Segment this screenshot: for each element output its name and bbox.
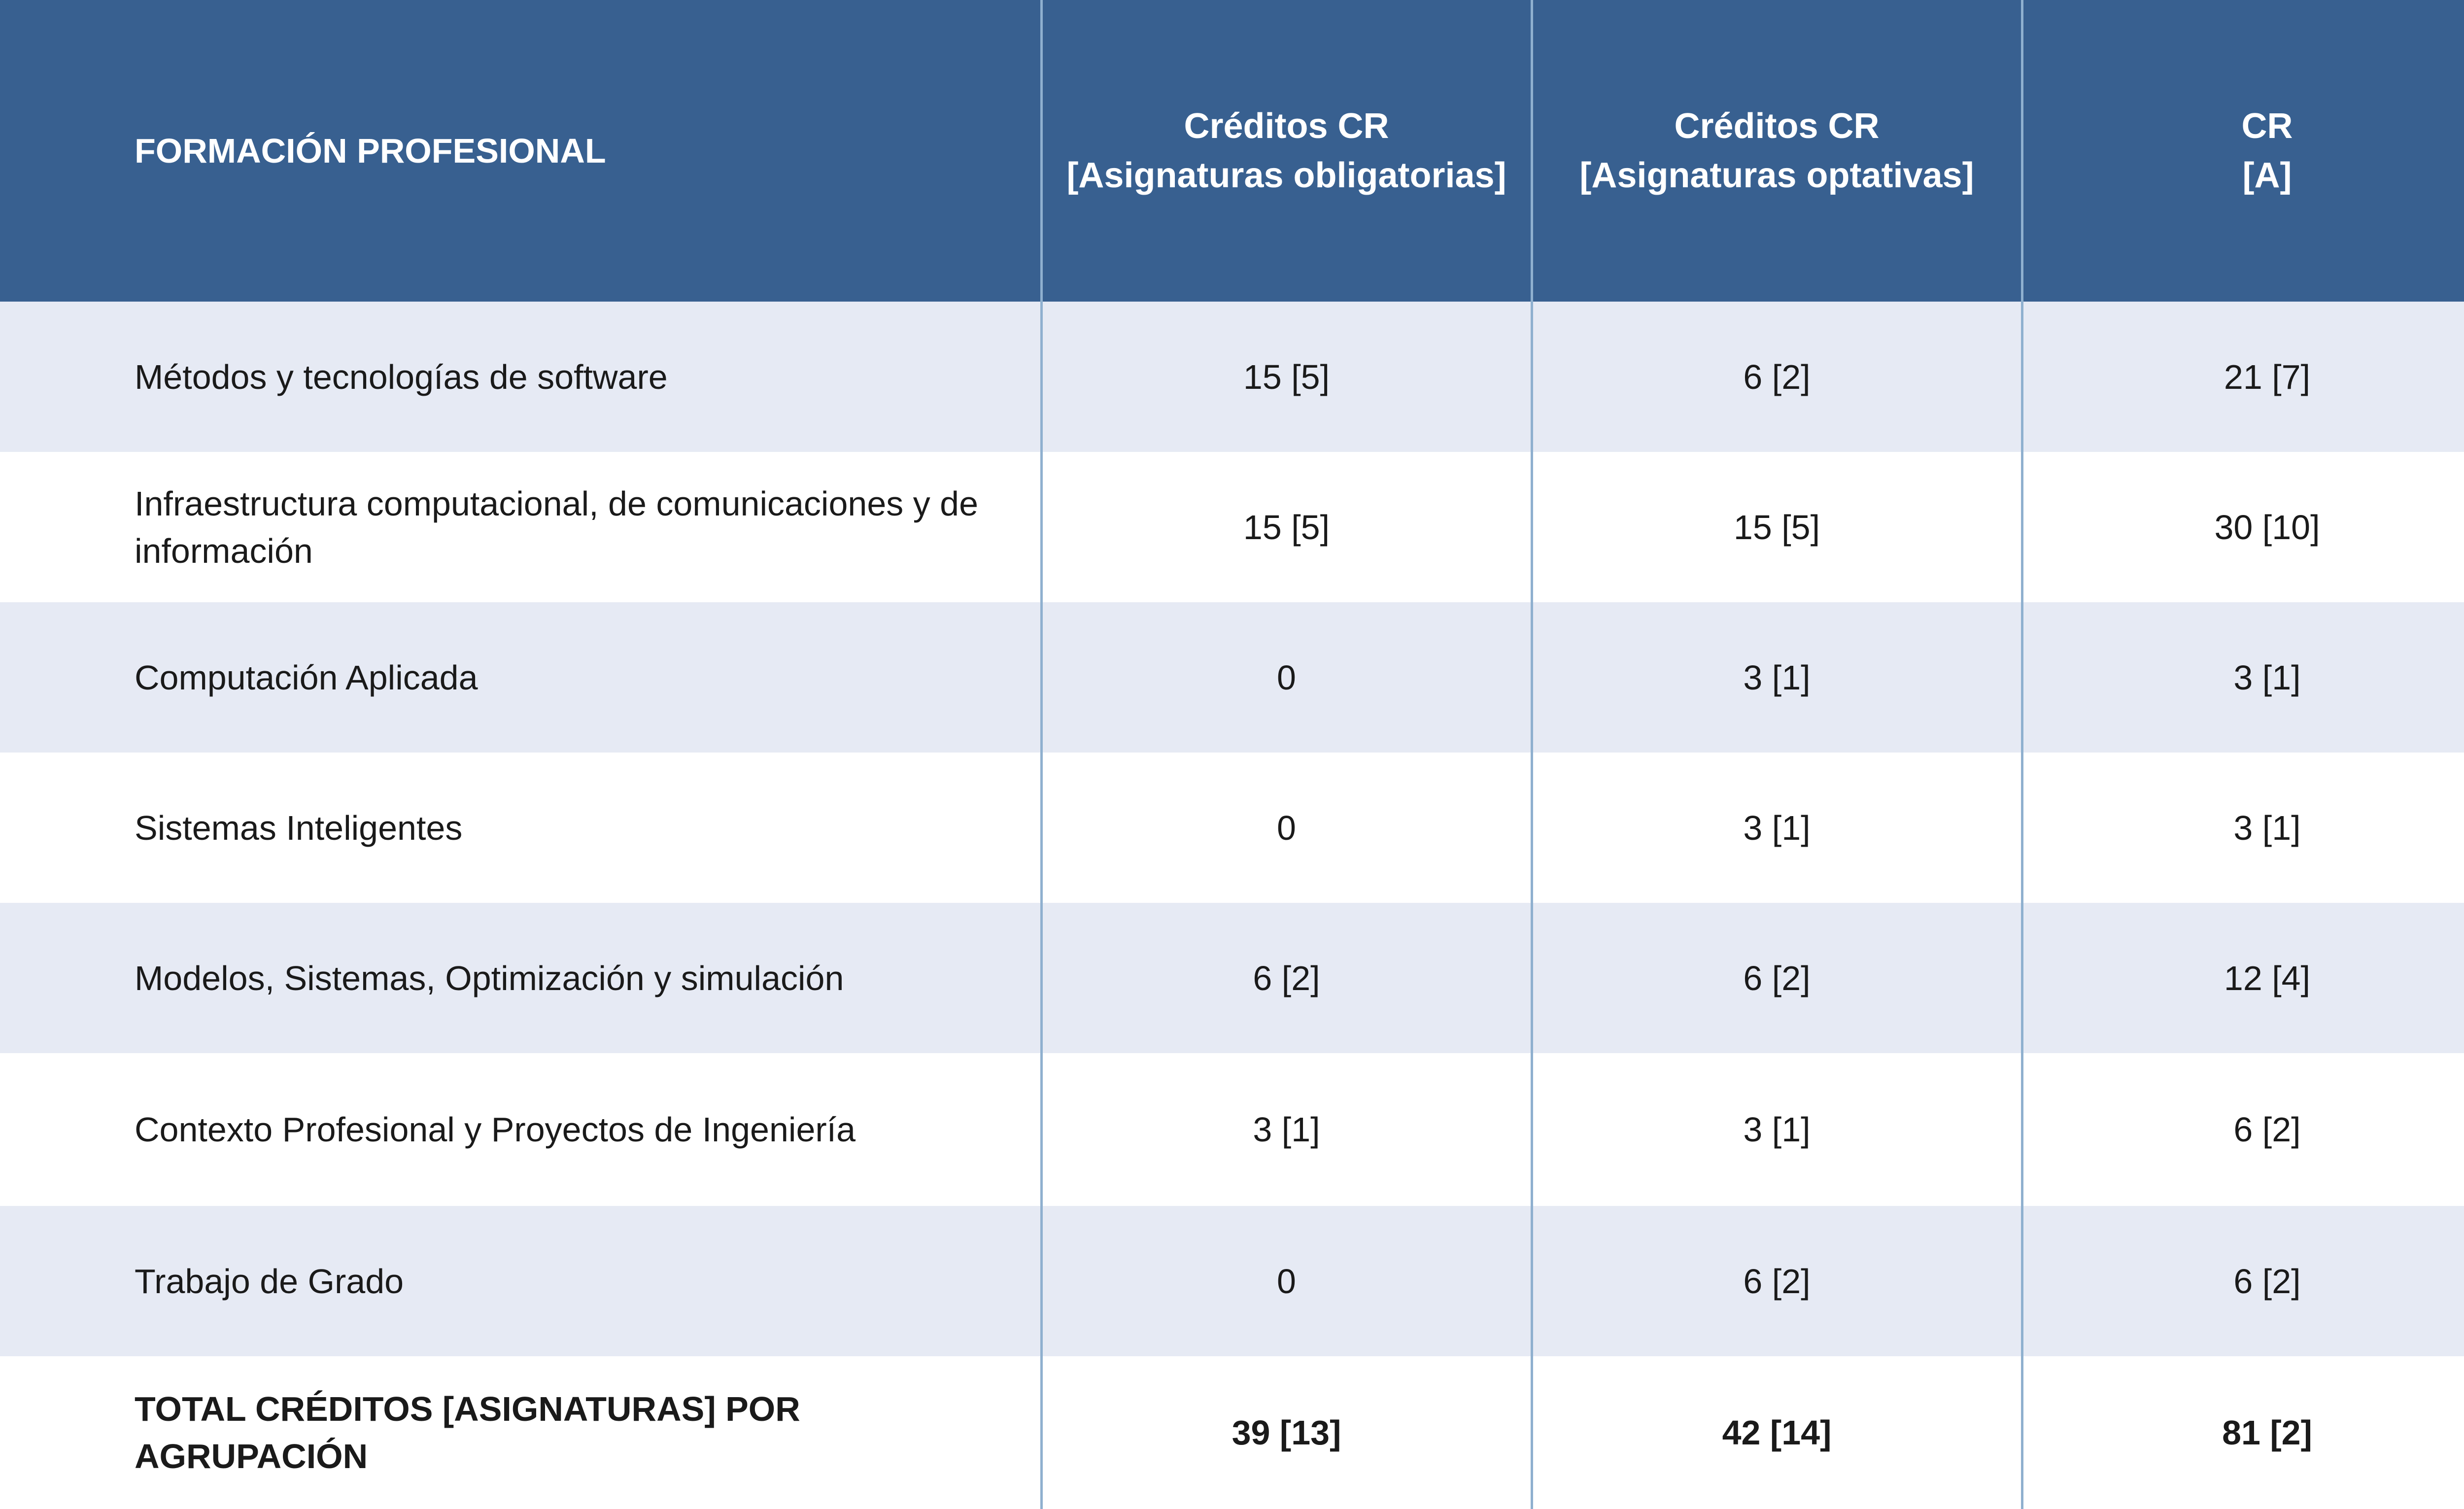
row-optional: 6 [2] — [1743, 357, 1811, 396]
row-optional: 3 [1] — [1743, 658, 1811, 697]
table-row: Métodos y tecnologías de software 15 [5]… — [0, 302, 2464, 452]
table-header-row: FORMACIÓN PROFESIONAL Créditos CR [Asign… — [0, 0, 2464, 302]
row-label: Computación Aplicada — [135, 658, 478, 697]
table-row: Sistemas Inteligentes 0 3 [1] 3 [1] — [0, 753, 2464, 903]
header-mandatory-credits: Créditos CR [Asignaturas obligatorias] — [1041, 0, 1532, 302]
header-category: FORMACIÓN PROFESIONAL — [0, 0, 1041, 302]
header-total-credits: CR [A] — [2022, 0, 2464, 302]
header-mandatory-line1: Créditos CR — [1184, 106, 1389, 146]
totals-optional: 42 [14] — [1722, 1413, 1832, 1452]
header-total-line2: [A] — [2242, 156, 2292, 195]
row-total: 6 [2] — [2233, 1110, 2301, 1149]
table-row: Trabajo de Grado 0 6 [2] 6 [2] — [0, 1206, 2464, 1356]
totals-row: TOTAL CRÉDITOS [ASIGNATURAS] POR AGRUPAC… — [0, 1356, 2464, 1509]
row-mandatory: 15 [5] — [1243, 357, 1330, 396]
row-mandatory: 0 — [1277, 808, 1296, 847]
column-divider — [1040, 0, 1043, 1509]
row-label: Infraestructura computacional, de comuni… — [135, 484, 979, 570]
row-total: 3 [1] — [2233, 808, 2301, 847]
row-mandatory: 6 [2] — [1253, 959, 1320, 997]
header-optional-line2: [Asignaturas optativas] — [1579, 156, 1974, 195]
table-row: Computación Aplicada 0 3 [1] 3 [1] — [0, 602, 2464, 753]
row-optional: 3 [1] — [1743, 808, 1811, 847]
header-optional-credits: Créditos CR [Asignaturas optativas] — [1532, 0, 2022, 302]
row-label: Contexto Profesional y Proyectos de Inge… — [135, 1110, 856, 1149]
totals-mandatory: 39 [13] — [1232, 1413, 1341, 1452]
row-mandatory: 0 — [1277, 1262, 1296, 1301]
row-optional: 6 [2] — [1743, 1262, 1811, 1301]
header-optional-line1: Créditos CR — [1674, 106, 1880, 146]
row-mandatory: 0 — [1277, 658, 1296, 697]
row-total: 3 [1] — [2233, 658, 2301, 697]
row-label: Sistemas Inteligentes — [135, 808, 463, 847]
table-row: Infraestructura computacional, de comuni… — [0, 452, 2464, 602]
row-mandatory: 15 [5] — [1243, 508, 1330, 547]
column-divider — [1531, 0, 1533, 1509]
row-total: 21 [7] — [2224, 357, 2311, 396]
row-optional: 15 [5] — [1733, 508, 1820, 547]
row-total: 6 [2] — [2233, 1262, 2301, 1301]
row-label: Métodos y tecnologías de software — [135, 357, 668, 396]
header-mandatory-line2: [Asignaturas obligatorias] — [1066, 156, 1506, 195]
column-divider — [2021, 0, 2023, 1509]
row-total: 12 [4] — [2224, 959, 2311, 997]
row-mandatory: 3 [1] — [1253, 1110, 1320, 1149]
row-total: 30 [10] — [2214, 508, 2320, 547]
totals-total: 81 [2] — [2222, 1413, 2312, 1452]
header-total-line1: CR — [2241, 106, 2293, 146]
table-row: Modelos, Sistemas, Optimización y simula… — [0, 903, 2464, 1053]
row-label: Modelos, Sistemas, Optimización y simula… — [135, 959, 844, 997]
row-label: Trabajo de Grado — [135, 1262, 404, 1301]
table-row: Contexto Profesional y Proyectos de Inge… — [0, 1053, 2464, 1206]
header-category-label: FORMACIÓN PROFESIONAL — [135, 132, 606, 170]
row-optional: 3 [1] — [1743, 1110, 1811, 1149]
totals-label: TOTAL CRÉDITOS [ASIGNATURAS] POR AGRUPAC… — [135, 1390, 800, 1475]
row-optional: 6 [2] — [1743, 959, 1811, 997]
